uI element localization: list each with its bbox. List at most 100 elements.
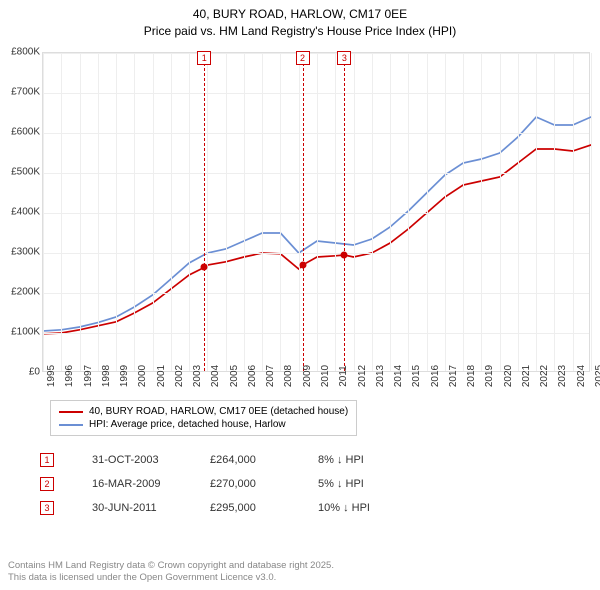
x-axis-label: 2016 [430, 364, 441, 386]
sales-table: 1 31-OCT-2003 £264,000 8% ↓ HPI 216-MAR-2009… [40, 448, 428, 520]
legend: 40, BURY ROAD, HARLOW, CM17 0EE (detache… [50, 400, 357, 436]
sale-row-marker: 2 [40, 477, 54, 491]
legend-item: HPI: Average price, detached house, Harl… [59, 418, 348, 431]
x-axis-label: 2012 [357, 364, 368, 386]
y-axis-label: £700K [0, 86, 40, 97]
sale-row-marker: 3 [40, 501, 54, 515]
x-gridline [445, 53, 446, 371]
x-gridline [207, 53, 208, 371]
x-axis-label: 2021 [521, 364, 532, 386]
x-axis-label: 2003 [192, 364, 203, 386]
x-gridline [61, 53, 62, 371]
x-axis-label: 1998 [101, 364, 112, 386]
x-axis-label: 2020 [503, 364, 514, 386]
x-axis-label: 2006 [247, 364, 258, 386]
x-gridline [573, 53, 574, 371]
x-axis-label: 2018 [466, 364, 477, 386]
y-gridline [43, 93, 589, 94]
sale-row: 216-MAR-2009£270,0005% ↓ HPI [40, 472, 428, 496]
x-axis-label: 2007 [265, 364, 276, 386]
x-gridline [43, 53, 44, 371]
x-axis-label: 2022 [539, 364, 550, 386]
sale-marker-line [344, 53, 345, 371]
y-axis-label: £500K [0, 166, 40, 177]
sale-point-dot [341, 251, 348, 258]
x-axis-label: 2023 [557, 364, 568, 386]
attribution-line-2: This data is licensed under the Open Gov… [8, 572, 334, 584]
x-gridline [299, 53, 300, 371]
x-gridline [500, 53, 501, 371]
y-gridline [43, 333, 589, 334]
chart-area: 123 £0£100K£200K£300K£400K£500K£600K£700… [0, 42, 600, 412]
sale-price: £264,000 [210, 454, 300, 466]
x-axis-label: 2017 [448, 364, 459, 386]
x-gridline [189, 53, 190, 371]
x-gridline [226, 53, 227, 371]
y-gridline [43, 253, 589, 254]
sale-row-marker: 1 [40, 453, 54, 467]
sale-marker-line [303, 53, 304, 371]
legend-label: HPI: Average price, detached house, Harl… [89, 419, 286, 430]
x-gridline [408, 53, 409, 371]
y-gridline [43, 173, 589, 174]
x-gridline [518, 53, 519, 371]
x-gridline [427, 53, 428, 371]
x-gridline [280, 53, 281, 371]
y-axis-label: £0 [0, 366, 40, 377]
y-gridline [43, 293, 589, 294]
x-axis-label: 2009 [302, 364, 313, 386]
legend-swatch [59, 424, 83, 426]
y-axis-label: £400K [0, 206, 40, 217]
x-axis-label: 2025 [594, 364, 600, 386]
x-gridline [372, 53, 373, 371]
x-axis-label: 2008 [283, 364, 294, 386]
x-axis-label: 2015 [411, 364, 422, 386]
x-gridline [98, 53, 99, 371]
x-gridline [390, 53, 391, 371]
x-axis-label: 2005 [229, 364, 240, 386]
y-gridline [43, 213, 589, 214]
x-axis-label: 2010 [320, 364, 331, 386]
sale-marker-box: 3 [337, 51, 351, 65]
sale-date: 31-OCT-2003 [92, 454, 192, 466]
x-axis-label: 2011 [338, 365, 349, 387]
sale-vs-hpi: 10% ↓ HPI [318, 502, 428, 514]
y-axis-label: £300K [0, 246, 40, 257]
x-axis-label: 2004 [210, 364, 221, 386]
x-gridline [80, 53, 81, 371]
x-axis-label: 2013 [375, 364, 386, 386]
x-axis-label: 2019 [484, 364, 495, 386]
sale-point-dot [299, 261, 306, 268]
sale-vs-hpi: 8% ↓ HPI [318, 454, 428, 466]
sale-date: 30-JUN-2011 [92, 502, 192, 514]
x-axis-label: 1997 [83, 364, 94, 386]
sale-marker-box: 2 [296, 51, 310, 65]
y-gridline [43, 53, 589, 54]
sale-row: 1 31-OCT-2003 £264,000 8% ↓ HPI [40, 448, 428, 472]
sale-row: 3 30-JUN-2011 £295,000 10% ↓ HPI [40, 496, 428, 520]
x-axis-label: 2014 [393, 364, 404, 386]
attribution-line-1: Contains HM Land Registry data © Crown c… [8, 560, 334, 572]
legend-item: 40, BURY ROAD, HARLOW, CM17 0EE (detache… [59, 405, 348, 418]
sale-price: £270,000 [210, 478, 300, 490]
x-gridline [335, 53, 336, 371]
sale-price: £295,000 [210, 502, 300, 514]
y-axis-label: £100K [0, 326, 40, 337]
x-gridline [536, 53, 537, 371]
x-gridline [317, 53, 318, 371]
x-axis-label: 2002 [174, 364, 185, 386]
x-gridline [554, 53, 555, 371]
x-gridline [262, 53, 263, 371]
x-axis-label: 1996 [64, 364, 75, 386]
x-gridline [134, 53, 135, 371]
x-gridline [116, 53, 117, 371]
x-axis-label: 2000 [137, 364, 148, 386]
x-gridline [171, 53, 172, 371]
x-gridline [244, 53, 245, 371]
title-line-1: 40, BURY ROAD, HARLOW, CM17 0EE [10, 6, 590, 23]
y-axis-label: £600K [0, 126, 40, 137]
x-gridline [153, 53, 154, 371]
chart-title-block: 40, BURY ROAD, HARLOW, CM17 0EE Price pa… [0, 0, 600, 42]
plot-area: 123 [42, 52, 590, 372]
chart-container: 40, BURY ROAD, HARLOW, CM17 0EE Price pa… [0, 0, 600, 590]
